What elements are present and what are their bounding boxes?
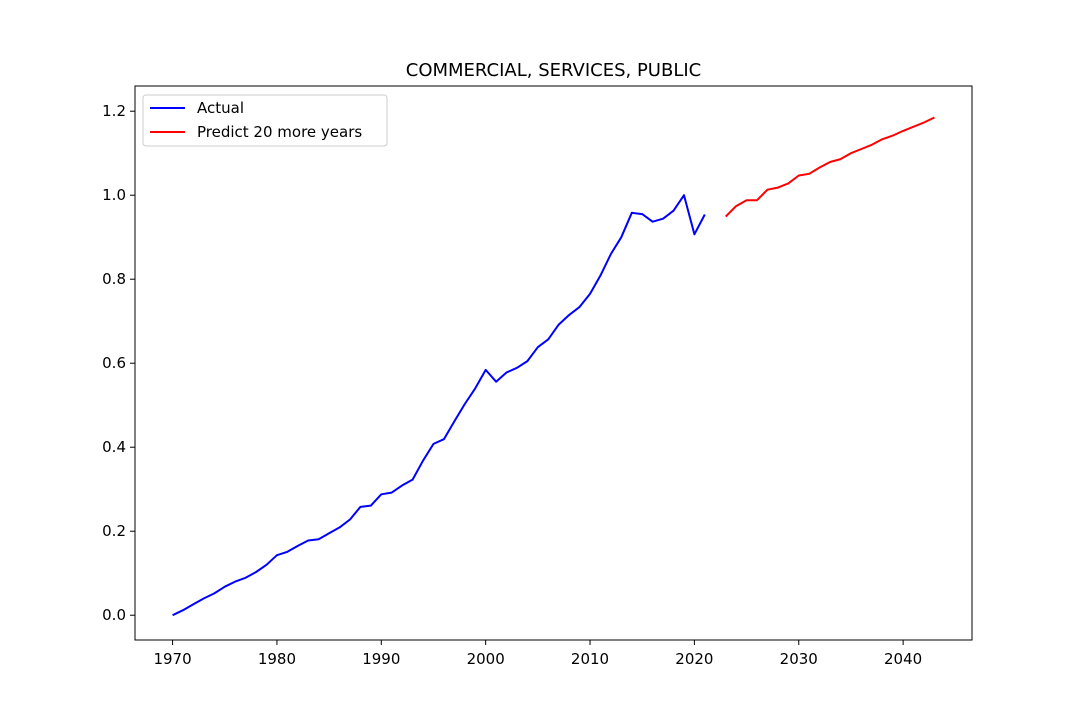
y-tick-label: 1.2 [102,102,126,120]
x-tick-label: 2040 [884,650,922,668]
x-tick-label: 2010 [571,650,609,668]
y-tick-label: 1.0 [102,186,126,204]
x-axis: 1970 1980 1990 2000 2010 2020 2030 2040 [153,640,922,668]
y-tick-label: 0.2 [102,522,126,540]
legend-label-1: Predict 20 more years [197,123,362,141]
legend: Actual Predict 20 more years [142,94,388,147]
y-tick-label: 0.4 [102,438,126,456]
x-tick-label: 2030 [780,650,818,668]
x-tick-label: 1980 [258,650,296,668]
chart-title: COMMERCIAL, SERVICES, PUBLIC [406,60,701,81]
x-tick-label: 1990 [362,650,400,668]
y-axis: 0.0 0.2 0.4 0.6 0.8 1.0 1.2 [102,102,135,624]
x-tick-label: 2000 [467,650,505,668]
series-line-1 [724,116,935,218]
y-tick-label: 0.6 [102,354,126,372]
y-tick-label: 0.0 [102,606,126,624]
series-line-0 [172,194,706,617]
legend-label-0: Actual [197,99,244,117]
x-tick-label: 2020 [675,650,713,668]
plot-lines [172,116,935,617]
y-tick-label: 0.8 [102,270,126,288]
plot-frame [134,85,973,641]
legend-box [142,94,388,147]
x-tick-label: 1970 [153,650,191,668]
